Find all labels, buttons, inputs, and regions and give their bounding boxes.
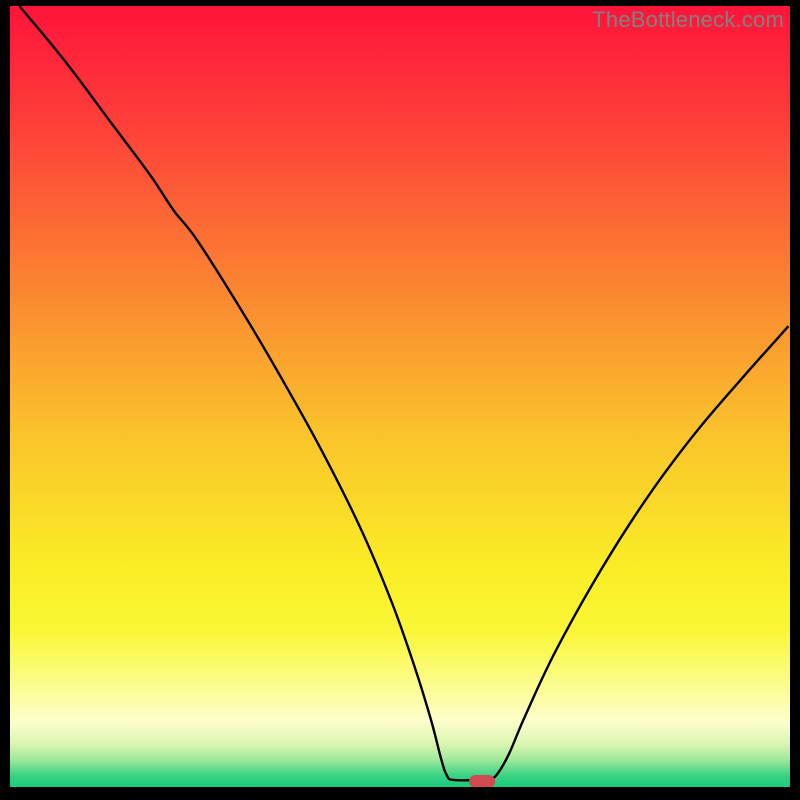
chart-stage: TheBottleneck.com [0, 0, 800, 800]
bottleneck-curve [10, 6, 790, 787]
curve-path [19, 6, 788, 780]
optimal-marker [469, 775, 495, 788]
watermark-text: TheBottleneck.com [592, 7, 784, 33]
